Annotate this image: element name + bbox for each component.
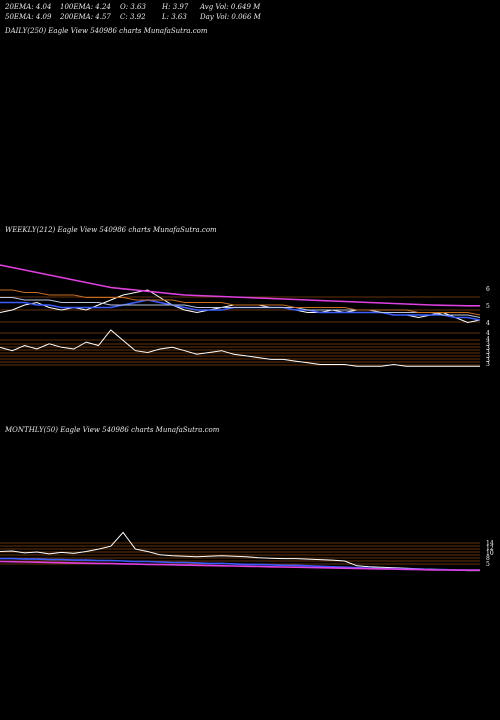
ema200-line: [0, 560, 480, 571]
y-tick-label: 5: [486, 561, 490, 568]
monthly-panel-title: MONTHLY(50) Eagle View 540986 charts Mun…: [5, 426, 220, 434]
header-100ema: 100EMA: 4.24: [60, 3, 111, 11]
header-day-vol: Day Vol: 0.066 M: [200, 13, 261, 21]
y-tick-label: 10: [486, 550, 494, 557]
ema50-line: [0, 297, 481, 318]
y-tick-label: 4: [486, 336, 490, 343]
header-low: L: 3.63: [162, 13, 187, 21]
ema200-line: [0, 264, 480, 307]
ema100-line: [0, 289, 481, 316]
y-tick-label: 3: [486, 345, 490, 352]
y-tick-label: 3: [486, 353, 490, 360]
y-tick-label: 14: [486, 540, 494, 547]
header-avg-vol: Avg Vol: 0.649 M: [200, 3, 261, 11]
y-tick-label: 4: [486, 320, 490, 327]
y-tick-label: 6: [486, 286, 490, 293]
y-tick-label: 3: [486, 341, 490, 348]
header-20ema: 20EMA: 4.04: [5, 3, 52, 11]
y-tick-label: 12: [486, 545, 494, 552]
weekly-panel-title: WEEKLY(212) Eagle View 540986 charts Mun…: [5, 226, 217, 234]
daily-panel-title: DAILY(250) Eagle View 540986 charts Muna…: [5, 27, 208, 35]
y-tick-label: 3: [486, 361, 490, 368]
header-close: C: 3.92: [120, 13, 146, 21]
header-open: O: 3.63: [120, 3, 146, 11]
header-50ema: 50EMA: 4.09: [5, 13, 52, 21]
ema20-line: [0, 557, 480, 571]
price-line: [0, 531, 480, 572]
volume-line: [0, 329, 480, 367]
y-tick-label: 5: [486, 303, 490, 310]
y-tick-label: 8: [486, 555, 490, 562]
header-high: H: 3.97: [162, 3, 189, 11]
y-tick-label: 3: [486, 349, 490, 356]
y-tick-label: 4: [486, 330, 490, 337]
header-200ema: 200EMA: 4.57: [60, 13, 111, 21]
y-tick-label: 3: [486, 357, 490, 364]
